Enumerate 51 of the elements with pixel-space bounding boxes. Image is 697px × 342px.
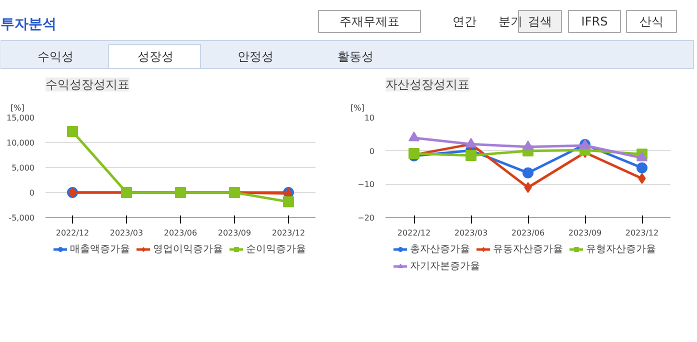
- text: 안정성: [238, 50, 274, 64]
- point: [636, 162, 648, 174]
- legend-label: 유동자산증가율: [493, 243, 563, 256]
- x-tick-label: 2023/03: [454, 228, 488, 238]
- text: 활동성: [338, 50, 374, 64]
- y-tick-label: -5,000: [8, 214, 35, 222]
- x-tick-label: 2023/12: [272, 228, 306, 238]
- x-tick-label: 2023/12: [625, 228, 659, 238]
- text: 분기: [498, 14, 522, 28]
- point: [522, 167, 534, 178]
- point: [408, 132, 420, 142]
- x-tick-label: 2022/12: [56, 228, 90, 238]
- legend-label: 유형자산증가율: [586, 243, 656, 256]
- x-tick-label: 2023/09: [568, 228, 602, 238]
- y-tick-label: 5,000: [12, 164, 35, 172]
- legend-label: 매출액증가율: [70, 243, 130, 256]
- chart-title: 자산성장성지표: [386, 78, 470, 92]
- text: 수익성: [38, 50, 74, 64]
- point: [636, 152, 648, 162]
- text: 투자분석: [0, 16, 56, 32]
- point: [466, 150, 476, 161]
- point: [522, 140, 534, 150]
- y-tick-label: 10: [364, 114, 375, 122]
- y-tick-label: 10,000: [6, 138, 35, 148]
- legend-label: 총자산증가율: [410, 243, 470, 256]
- x-tick-label: 2023/06: [164, 228, 198, 238]
- text: 연간: [452, 14, 476, 28]
- y-tick-label: −20: [358, 214, 375, 222]
- y-axis-title: [%]: [350, 104, 364, 112]
- y-axis-title: [%]: [10, 104, 24, 112]
- text: 산식: [640, 14, 664, 28]
- point: [638, 173, 646, 184]
- text: 주재무제표: [340, 14, 400, 28]
- chart-title: 수익성장성지표: [46, 78, 130, 92]
- point: [67, 126, 78, 137]
- y-tick-label: 0: [29, 188, 35, 198]
- text: 검색: [528, 14, 552, 28]
- y-tick-label: 15,000: [6, 114, 35, 122]
- x-tick-label: 2022/12: [397, 228, 431, 238]
- legend-label: 영업이익증가율: [153, 243, 223, 256]
- text: 성장성: [138, 50, 174, 64]
- y-tick-label: 0: [369, 146, 375, 156]
- point: [524, 182, 532, 193]
- x-tick-label: 2023/09: [218, 228, 252, 238]
- y-tick-label: −10: [358, 180, 375, 190]
- x-tick-label: 2023/06: [511, 228, 545, 238]
- point: [283, 196, 294, 208]
- text: IFRS: [581, 14, 608, 28]
- legend-label: 순이익증가율: [246, 243, 306, 256]
- x-tick-label: 2023/03: [110, 228, 144, 238]
- legend-label: 자기자본증가율: [410, 260, 480, 273]
